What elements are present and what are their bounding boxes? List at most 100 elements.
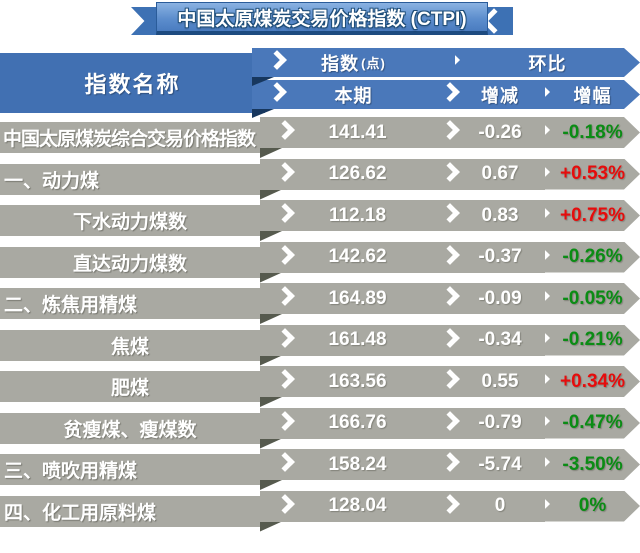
header-group-mom: 环比 bbox=[455, 48, 640, 77]
change-value: -0.37 bbox=[478, 246, 522, 267]
title-box: 中国太原煤炭交易价格指数 (CTPI) bbox=[156, 2, 488, 35]
change-cell: -0.37 bbox=[440, 241, 545, 273]
table-row: 下水动力煤数 112.18 0.83 +0.75% bbox=[0, 200, 640, 241]
change-cell: 0.67 bbox=[440, 158, 545, 190]
fold-triangle-icon bbox=[260, 272, 282, 283]
chevron-right-icon bbox=[275, 120, 295, 140]
fold-triangle-icon bbox=[260, 397, 282, 407]
chevron-right-icon bbox=[275, 161, 295, 182]
index-name: 二、炼焦用精煤 bbox=[4, 295, 138, 316]
fold-triangle-icon bbox=[260, 438, 282, 449]
index-value: 158.24 bbox=[328, 453, 387, 475]
header-group-index-unit: (点) bbox=[361, 56, 386, 71]
header-col-percent: 增幅 bbox=[545, 80, 640, 109]
chevron-right-icon bbox=[275, 244, 295, 265]
percent-value: +0.75% bbox=[560, 204, 625, 226]
index-value-cell: 112.18 bbox=[260, 200, 455, 231]
change-cell: 0.55 bbox=[440, 366, 545, 397]
change-cell: 0.83 bbox=[440, 200, 545, 231]
fold-triangle-icon bbox=[260, 480, 282, 490]
row-value-band: 128.04 0 0% bbox=[260, 490, 640, 522]
header-column-band: 本期 增减 增幅 bbox=[252, 80, 640, 109]
index-value-cell: 163.56 bbox=[260, 366, 455, 397]
percent-cell: +0.75% bbox=[545, 200, 640, 231]
index-value-cell: 141.41 bbox=[260, 117, 455, 148]
row-value-band: 142.62 -0.37 -0.26% bbox=[260, 241, 640, 273]
change-value: -0.79 bbox=[478, 412, 522, 433]
index-value: 141.41 bbox=[328, 121, 387, 143]
row-label-bar: 下水动力煤数 bbox=[0, 205, 260, 236]
index-value: 142.62 bbox=[328, 246, 387, 267]
index-value-cell: 166.76 bbox=[260, 407, 455, 439]
change-value: 0 bbox=[494, 495, 506, 516]
header-group-band: 指数 (点) 环比 bbox=[252, 48, 640, 77]
table-row: 焦煤 161.48 -0.34 -0.21% bbox=[0, 324, 640, 366]
percent-cell: -0.05% bbox=[545, 283, 640, 314]
header-col-current-label: 本期 bbox=[334, 85, 373, 106]
table-row: 直达动力煤数 142.62 -0.37 -0.26% bbox=[0, 241, 640, 283]
index-name: 肥煤 bbox=[110, 378, 149, 399]
row-label-bar: 直达动力煤数 bbox=[0, 246, 260, 278]
index-value-cell: 126.62 bbox=[260, 158, 455, 190]
row-value-band: 126.62 0.67 +0.53% bbox=[260, 158, 640, 190]
row-value-band: 112.18 0.83 +0.75% bbox=[260, 200, 640, 231]
table-row: 一、动力煤 126.62 0.67 +0.53% bbox=[0, 158, 640, 200]
table-header: 指数名称 指数 (点) 环比 本期 增减 增 bbox=[0, 48, 640, 118]
table-row: 三、喷吹用精煤 158.24 -5.74 -3.50% bbox=[0, 449, 640, 490]
change-cell: -0.79 bbox=[440, 407, 545, 439]
chevron-right-icon bbox=[275, 327, 295, 348]
page-title: 中国太原煤炭交易价格指数 (CTPI) bbox=[177, 8, 467, 30]
fold-triangle-icon bbox=[260, 314, 282, 324]
header-col-current: 本期 bbox=[252, 80, 455, 109]
index-value-cell: 158.24 bbox=[260, 449, 455, 480]
percent-cell: -0.18% bbox=[545, 117, 640, 148]
index-value: 164.89 bbox=[328, 287, 387, 309]
row-value-band: 164.89 -0.09 -0.05% bbox=[260, 283, 640, 314]
change-value: -0.34 bbox=[478, 329, 522, 350]
table-row: 二、炼焦用精煤 164.89 -0.09 -0.05% bbox=[0, 283, 640, 324]
percent-cell: 0% bbox=[545, 491, 640, 522]
chevron-right-icon bbox=[275, 286, 295, 306]
fold-triangle-icon bbox=[252, 109, 274, 118]
table-row: 肥煤 163.56 0.55 +0.34% bbox=[0, 366, 640, 407]
row-label-bar: 肥煤 bbox=[0, 371, 260, 402]
chevron-right-icon bbox=[275, 203, 295, 223]
change-value: 0.67 bbox=[481, 163, 519, 184]
change-cell: -0.26 bbox=[440, 117, 545, 148]
table-row: 中国太原煤炭综合交易价格指数 141.41 -0.26 -0.18% bbox=[0, 117, 640, 158]
percent-value: -0.47% bbox=[562, 412, 623, 433]
header-index-name-label: 指数名称 bbox=[84, 72, 181, 97]
header-group-index-label: 指数 bbox=[321, 53, 360, 74]
index-name: 直达动力煤数 bbox=[72, 253, 187, 275]
chevron-right-icon bbox=[267, 82, 287, 102]
percent-value: +0.34% bbox=[560, 370, 625, 392]
index-value: 128.04 bbox=[328, 495, 387, 516]
index-value-cell: 128.04 bbox=[260, 490, 455, 522]
percent-cell: -0.47% bbox=[545, 408, 640, 439]
percent-value: -0.26% bbox=[562, 246, 623, 267]
index-value: 112.18 bbox=[328, 204, 387, 226]
table-row: 四、化工用原料煤 128.04 0 0% bbox=[0, 490, 640, 532]
title-banner: 中国太原煤炭交易价格指数 (CTPI) bbox=[0, 0, 640, 48]
chevron-right-icon bbox=[275, 369, 295, 389]
change-value: -0.26 bbox=[478, 121, 522, 143]
header-col-change: 增减 bbox=[440, 80, 545, 109]
index-value: 126.62 bbox=[328, 163, 387, 184]
fold-triangle-icon bbox=[260, 148, 282, 158]
row-label-bar: 一、动力煤 bbox=[0, 163, 260, 195]
fold-triangle-icon bbox=[260, 189, 282, 200]
percent-cell: -3.50% bbox=[545, 449, 640, 480]
row-value-band: 161.48 -0.34 -0.21% bbox=[260, 324, 640, 356]
percent-cell: +0.34% bbox=[545, 366, 640, 397]
change-cell: 0 bbox=[440, 490, 545, 522]
percent-value: -0.18% bbox=[562, 121, 623, 143]
row-label-bar: 二、炼焦用精煤 bbox=[0, 288, 260, 319]
chevron-right-icon bbox=[267, 50, 287, 70]
table-row: 贫瘦煤、瘦煤数 166.76 -0.79 -0.47% bbox=[0, 407, 640, 449]
percent-value: -0.21% bbox=[562, 329, 623, 350]
change-cell: -5.74 bbox=[440, 449, 545, 480]
fold-triangle-icon bbox=[260, 521, 282, 532]
index-value: 166.76 bbox=[328, 412, 387, 433]
header-group-index: 指数 (点) bbox=[252, 48, 455, 77]
